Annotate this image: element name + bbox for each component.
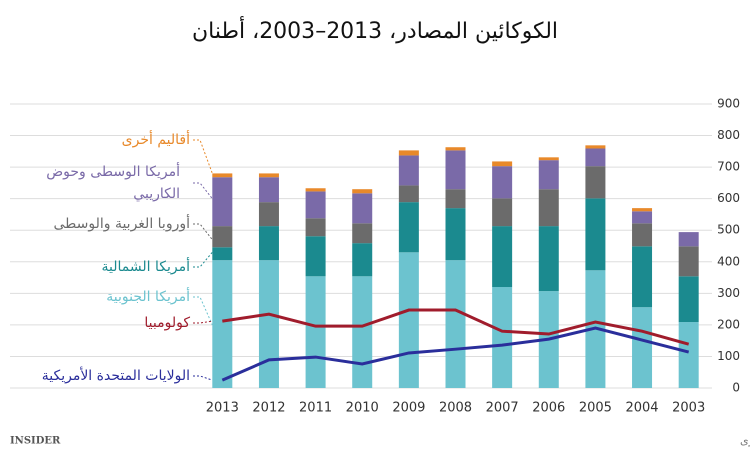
bar-segment [632,246,653,308]
bar-segment [445,189,466,209]
bar-segment [305,218,326,237]
bar-segment [212,260,233,388]
bar-segment [492,166,513,199]
bar-segment [538,226,559,292]
bar-segment [212,173,233,178]
leader-line [193,139,213,174]
y-tick-label: 600 [717,191,740,205]
bar-segment [585,145,606,149]
bar-segment [352,223,373,244]
series-label: أمريكا الشمالية [101,259,190,275]
bar-segment [585,166,606,199]
x-tick-label: 2012 [252,401,285,416]
bar-segment [352,189,373,194]
bar-segment [632,307,653,388]
bar-segment [258,226,279,261]
bar-segment [212,177,233,227]
bar-segment [398,185,419,203]
bar-segment [632,208,653,212]
x-tick-label: 2004 [625,401,658,416]
bar-segment [398,150,419,156]
leader-line [193,223,213,240]
bar-segment [538,189,559,227]
leader-line [193,375,213,381]
bar-segment [398,155,419,186]
x-tick-label: 2008 [439,401,472,416]
series-label: أوروبا الغربية والوسطى [53,216,190,232]
y-tick-label: 0 [732,381,740,395]
bar-segment [678,322,699,388]
leader-line [193,182,213,199]
y-tick-label: 700 [717,160,740,174]
series-label: أمريكا الجنوبية [106,289,190,305]
bar-segment [492,226,513,288]
bar-segment [305,191,326,219]
bar-segment [585,148,606,167]
x-tick-label: 2007 [486,401,519,416]
y-tick-label: 300 [717,286,740,300]
bar-segment [258,173,279,178]
leader-line [193,251,213,268]
y-tick-label: 800 [717,128,740,142]
series-label: كولومبيا [144,315,190,331]
bar-segment [258,202,279,227]
bar-segment [678,232,699,247]
bar-segment [492,161,513,167]
x-tick-label: 2009 [392,401,425,416]
series-label: أقاليم أخرى [121,132,190,148]
bar-segment [398,202,419,253]
y-tick-label: 400 [717,254,740,268]
bar-segment [258,260,279,388]
bar-segment [492,287,513,388]
x-tick-label: 2003 [672,401,705,416]
bar-segment [445,147,466,151]
y-tick-label: 900 [717,97,740,111]
leader-line [193,296,213,326]
line [222,308,690,346]
bar-segment [352,193,373,224]
bar-segment [212,226,233,248]
y-tick-label: 500 [717,223,740,237]
bar-segment [305,188,326,192]
bar-segment [492,198,513,227]
bar-segment [305,236,326,277]
bar-segment [538,160,559,190]
leader-line [193,320,213,324]
chart-title: الكوكائين المصادر، 2013–2003، أطنان [192,16,558,44]
bar-segment [352,276,373,388]
x-tick-label: 2011 [299,401,332,416]
series-label: أمريكا الوسطى وحوض الكاريبي [46,164,180,202]
bar-segment [212,247,233,261]
bar-segment [445,208,466,261]
line [221,326,690,382]
x-tick-label: 2010 [346,401,379,416]
bar-segment [678,246,699,277]
bar-segment [445,150,466,190]
bar-segment [538,157,559,161]
x-tick-label: 2013 [206,401,239,416]
bar-segment [632,211,653,224]
bar-segment [678,276,699,323]
brand: INSIDER [10,436,61,447]
bar-segment [445,260,466,388]
bar-segment [398,252,419,388]
x-tick-label: 2005 [579,401,612,416]
bar-segment [305,276,326,388]
source: المصدر: مكتب الأمم المتحدة المعني بالمخد… [740,433,750,447]
bar-segment [632,223,653,247]
bar-segment [258,177,279,203]
x-tick-label: 2006 [532,401,565,416]
bar-segment [352,243,373,277]
y-tick-label: 200 [717,317,740,331]
bar-segment [585,198,606,271]
y-tick-label: 100 [717,349,740,363]
series-label: الولايات المتحدة الأمريكية [41,368,190,384]
